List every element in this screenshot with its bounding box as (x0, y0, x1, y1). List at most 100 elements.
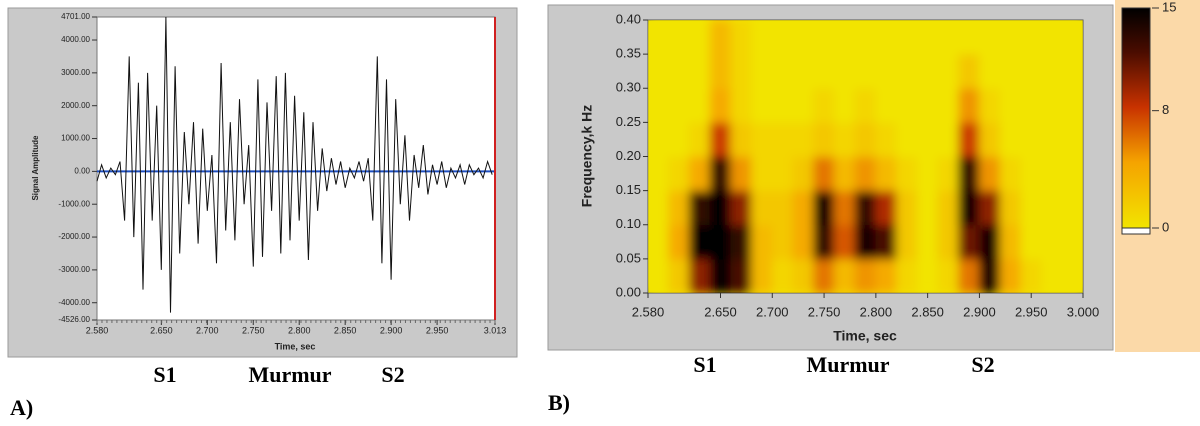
heat-cell (1041, 156, 1063, 192)
heat-cell (875, 224, 898, 260)
heat-cell (854, 87, 877, 123)
heat-cell (916, 156, 939, 192)
heat-cell (916, 224, 939, 260)
heat-cell (1061, 121, 1083, 157)
heat-cell (648, 121, 670, 157)
y-tick-label: 2000.00 (61, 101, 90, 110)
x-axis-title: Time, sec (275, 341, 316, 351)
y-tick-label: 3000.00 (61, 68, 90, 77)
heat-cell (854, 156, 877, 192)
colorbar-label: 8 (1162, 102, 1169, 117)
heat-cell (730, 20, 753, 55)
heat-cell (813, 224, 835, 260)
heat-cell (958, 53, 980, 89)
annotation: S1 (693, 352, 716, 377)
y-tick-label: -1000.00 (58, 199, 90, 208)
y-tick-label: 0.35 (616, 46, 641, 61)
heat-cell (999, 121, 1022, 157)
colorbar (1121, 7, 1151, 229)
heat-cell (648, 87, 670, 123)
y-tick-label: 0.10 (616, 216, 641, 231)
y-tick-label: 0.15 (616, 182, 641, 197)
heat-cell (875, 20, 898, 55)
heat-cell (792, 121, 815, 157)
heat-cell (668, 20, 690, 55)
x-tick-label: 2.950 (1015, 304, 1048, 319)
heat-cell (771, 20, 794, 55)
heat-cell (709, 53, 732, 89)
y-axis-title: Frequency,k Hz (579, 105, 595, 207)
heat-cell (875, 121, 898, 157)
heat-cell (875, 156, 898, 192)
heat-cell (813, 258, 835, 293)
heat-cell (751, 121, 773, 157)
heat-cell (688, 87, 711, 123)
x-tick-label: 2.580 (86, 325, 109, 335)
heat-cell (709, 190, 732, 226)
heat-cell (958, 258, 980, 293)
heat-cell (792, 190, 815, 226)
heat-cell (813, 190, 835, 226)
heat-cell (875, 87, 898, 123)
heat-cell (771, 258, 794, 293)
x-tick-label: 2.900 (380, 325, 403, 335)
y-tick-label: -3000.00 (58, 265, 90, 274)
heat-cell (688, 121, 711, 157)
heat-cell (999, 20, 1022, 55)
heat-cell (751, 20, 773, 55)
heat-cell (833, 20, 856, 55)
heat-cell (1020, 224, 1043, 260)
heat-cell (730, 156, 753, 192)
heat-cell (958, 224, 980, 260)
heat-cell (751, 53, 773, 89)
heat-cell (1041, 53, 1063, 89)
heat-cell (937, 87, 960, 123)
heat-cell (916, 53, 939, 89)
heat-cell (978, 53, 1001, 89)
heat-cell (688, 258, 711, 293)
x-tick-label: 2.950 (426, 325, 449, 335)
colorbar-label: 15 (1162, 0, 1176, 14)
heat-cell (1020, 20, 1043, 55)
x-axis-title: Time, sec (833, 328, 897, 344)
heat-cell (751, 87, 773, 123)
heat-cell (771, 224, 794, 260)
heat-cell (896, 87, 918, 123)
heat-cell (730, 258, 753, 293)
colorbar-label: 0 (1162, 219, 1169, 234)
heat-cell (999, 53, 1022, 89)
heat-cell (916, 87, 939, 123)
heat-cell (688, 190, 711, 226)
x-tick-label: 2.750 (808, 304, 841, 319)
heat-cell (833, 190, 856, 226)
y-tick-label: 0.00 (616, 284, 641, 299)
heatmap (648, 20, 1083, 293)
x-tick-label: 2.800 (288, 325, 311, 335)
heat-cell (1020, 121, 1043, 157)
heat-cell (792, 258, 815, 293)
heat-cell (751, 224, 773, 260)
annotation: Murmur (248, 362, 331, 387)
heat-cell (771, 190, 794, 226)
heat-cell (896, 156, 918, 192)
heat-cell (854, 224, 877, 260)
heat-cell (1041, 20, 1063, 55)
heat-cell (999, 190, 1022, 226)
x-tick-label: 2.850 (911, 304, 944, 319)
y-tick-label: -4526.00 (58, 315, 90, 324)
heat-cell (1061, 224, 1083, 260)
x-tick-label: 3.000 (1067, 304, 1100, 319)
heat-cell (978, 121, 1001, 157)
heat-cell (751, 190, 773, 226)
heat-cell (958, 121, 980, 157)
heat-cell (688, 156, 711, 192)
heat-cell (730, 53, 753, 89)
heat-cell (813, 87, 835, 123)
heat-cell (896, 258, 918, 293)
heat-cell (978, 190, 1001, 226)
heat-cell (1020, 190, 1043, 226)
heat-cell (999, 224, 1022, 260)
plot-area (96, 16, 496, 321)
y-tick-label: 4000.00 (61, 35, 90, 44)
x-tick-label: 2.800 (860, 304, 893, 319)
